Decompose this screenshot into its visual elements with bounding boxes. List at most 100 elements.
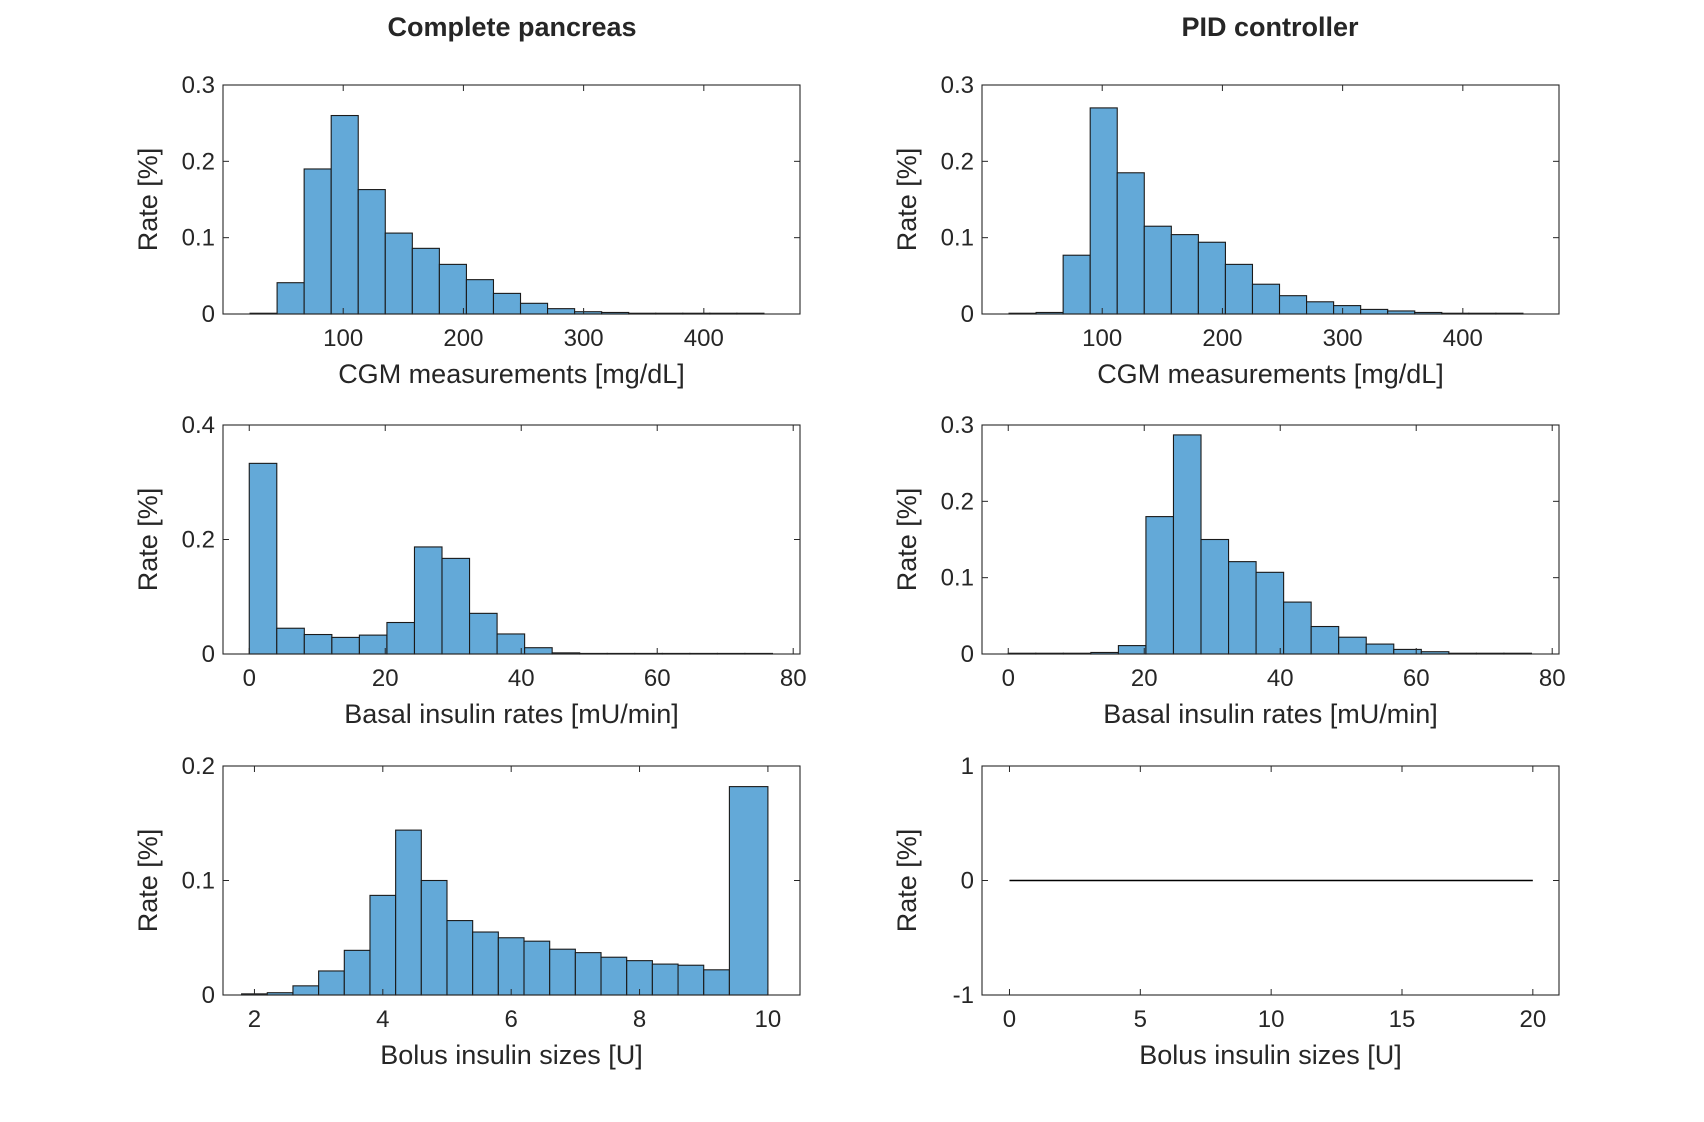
histogram-bar (1278, 295, 1308, 315)
x-tick-label: 200 (443, 325, 483, 352)
axes-box (222, 424, 801, 655)
histogram-bar (438, 263, 467, 315)
y-axis-label: Rate [%] (892, 829, 922, 933)
histogram-bar (600, 956, 628, 996)
y-tick-label: 0.3 (182, 72, 215, 99)
histogram-bar (303, 633, 333, 655)
histogram-bar (420, 879, 448, 996)
histogram-bar (468, 612, 498, 655)
histogram-bar (1172, 434, 1202, 655)
subplot-2: 100 200 300 400 0 0.1 0.2 0.3 CGM measurements [… (892, 72, 1560, 389)
y-axis-label: Rate [%] (133, 829, 163, 933)
histogram-bar (292, 985, 320, 996)
histogram-bar (413, 546, 443, 655)
x-tick-label: 15 (1389, 1006, 1416, 1033)
x-tick-label: 80 (780, 665, 807, 692)
y-tick-label: 0.3 (941, 412, 974, 439)
x-tick-label: 20 (1519, 1006, 1546, 1033)
x-tick-label: 40 (1267, 665, 1294, 692)
y-tick-label: 0 (961, 641, 974, 668)
y-tick-label: 0.3 (941, 72, 974, 99)
histogram-bar (1365, 643, 1395, 655)
x-axis-label: Basal insulin rates [mU/min] (344, 699, 679, 729)
histogram-bar (411, 247, 440, 315)
histogram-bar (318, 970, 345, 996)
histogram-bar (343, 949, 371, 996)
y-tick-label: 1 (961, 753, 974, 780)
y-tick-label: 0 (202, 982, 215, 1009)
histogram-bar (358, 634, 388, 655)
histogram-bar (1393, 648, 1422, 655)
histogram-bar (1333, 305, 1362, 315)
histogram-bar (492, 292, 522, 315)
histogram-bar (303, 168, 332, 315)
histogram-bar (465, 279, 495, 315)
histogram-bar (248, 462, 278, 655)
histogram-bar (523, 940, 551, 996)
histogram-bar (369, 894, 397, 996)
y-tick-label: 0.1 (182, 868, 215, 895)
histogram-bar (1116, 172, 1145, 315)
subplot-6: 0 5 10 15 20 -1 0 1 Bolus insulin sizes [U] Rate … (892, 753, 1560, 1070)
x-axis-label: CGM measurements [mg/dL] (1097, 359, 1444, 389)
x-axis-label: CGM measurements [mg/dL] (338, 359, 685, 389)
x-tick-label: 100 (323, 325, 363, 352)
x-tick-label: 40 (508, 665, 535, 692)
y-tick-label: 0 (202, 641, 215, 668)
x-tick-label: 20 (372, 665, 399, 692)
histogram-bar (496, 633, 526, 655)
x-tick-label: 60 (1403, 665, 1430, 692)
histogram-bar (519, 302, 549, 315)
x-tick-label: 2 (248, 1006, 261, 1033)
y-axis-label: Rate [%] (892, 488, 922, 592)
x-tick-label: 20 (1131, 665, 1158, 692)
histogram-bar (547, 308, 576, 315)
y-axis-label: Rate [%] (133, 488, 163, 592)
x-tick-label: 200 (1202, 325, 1242, 352)
subplot-3: 0 20 40 60 80 0 0.2 0.4 Basal insulin rates [mU/… (133, 412, 807, 729)
x-tick-label: 8 (633, 1006, 646, 1033)
histogram-bar (1145, 516, 1175, 655)
x-tick-label: 0 (1003, 1006, 1016, 1033)
subplot-1: 100 200 300 400 0 0.1 0.2 0.3 CGM measurements [… (133, 72, 801, 389)
y-axis-label: Rate [%] (133, 148, 163, 252)
x-tick-label: 300 (564, 325, 604, 352)
histogram-bar (651, 963, 679, 996)
histogram-bar (728, 786, 769, 996)
y-tick-label: 0.1 (941, 565, 974, 592)
x-tick-label: 6 (504, 1006, 517, 1033)
histogram-bar (395, 829, 422, 996)
x-axis-label: Bolus insulin sizes [U] (380, 1040, 643, 1070)
x-tick-label: 100 (1082, 325, 1122, 352)
axes-box (981, 424, 1560, 655)
histogram-bar (357, 189, 386, 315)
y-tick-label: 0.2 (941, 148, 974, 175)
histogram-bar (574, 952, 602, 996)
histogram-bar (703, 969, 730, 996)
histogram-bar (386, 621, 416, 655)
histogram-bar (441, 557, 471, 655)
histogram-bar (1170, 234, 1199, 315)
y-tick-label: 0.1 (941, 225, 974, 252)
y-tick-label: 0.2 (182, 148, 215, 175)
histogram-bar (1143, 225, 1172, 315)
histogram-bar (1338, 636, 1367, 655)
y-tick-label: 0 (202, 301, 215, 328)
x-tick-label: 4 (376, 1006, 389, 1033)
axes-box (981, 84, 1560, 315)
histogram-bar (1197, 241, 1226, 315)
histogram-bar (549, 948, 576, 996)
column-title-left: Complete pancreas (387, 12, 636, 42)
histogram-bar (276, 627, 305, 655)
histogram-bar (1283, 601, 1312, 655)
histogram-bar (1228, 561, 1257, 655)
y-tick-label: 0.2 (182, 527, 215, 554)
x-tick-label: 5 (1134, 1006, 1147, 1033)
histogram-bar (524, 647, 553, 655)
histogram-bar (1255, 571, 1285, 655)
histogram-bar (472, 931, 499, 996)
histogram-bar (1251, 283, 1281, 315)
histogram-bar (1360, 308, 1389, 315)
histogram-bar (1310, 625, 1340, 655)
